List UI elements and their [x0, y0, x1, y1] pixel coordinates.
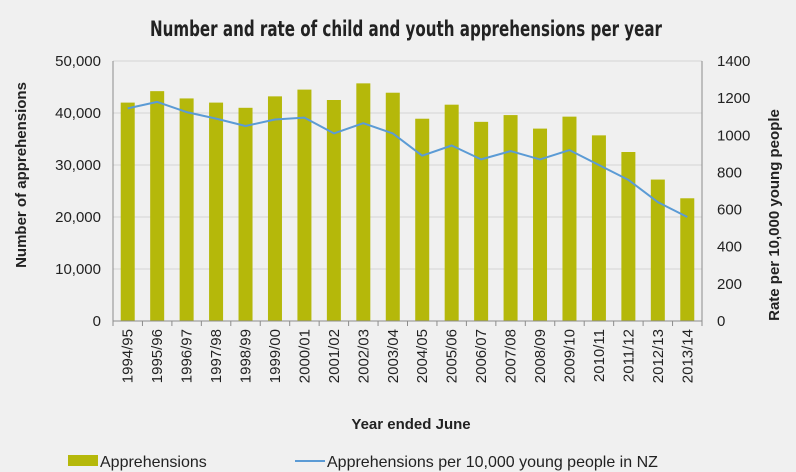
y2-tick-label: 400	[717, 239, 742, 256]
x-tick-label: 2001/02	[326, 329, 343, 383]
y-tick-label: 30,000	[55, 157, 101, 174]
legend-swatch-apprehensions	[68, 455, 98, 466]
y-tick-label: 20,000	[55, 209, 101, 226]
x-tick-label: 1999/00	[267, 329, 284, 383]
legend-label-rate: Apprehensions per 10,000 young people in…	[327, 454, 658, 471]
x-tick-label: 2013/14	[679, 329, 696, 383]
x-tick-label: 2006/07	[473, 329, 490, 383]
x-tick-label: 1997/98	[208, 329, 225, 383]
x-axis-ticks: 1994/95 1995/96 1996/97 1997/98 1998/99 1999/…	[120, 329, 697, 383]
bar	[297, 90, 311, 321]
y2-tick-label: 600	[717, 202, 742, 219]
x-tick-label: 2012/13	[650, 329, 667, 383]
x-tick-label: 1995/96	[149, 329, 166, 383]
bar	[504, 115, 518, 321]
y-axis-ticks: 0 10,000 20,000 30,000 40,000 50,000	[55, 53, 101, 330]
x-axis-label: Year ended June	[351, 416, 470, 433]
y-axis-label: Number of apprehensions	[13, 82, 30, 268]
x-tick-label: 2002/03	[355, 329, 372, 383]
legend: Apprehensions Apprehensions per 10,000 y…	[68, 454, 658, 471]
bar	[386, 93, 400, 321]
bar	[121, 103, 135, 321]
x-tick-label: 1996/97	[179, 329, 196, 383]
bar	[209, 103, 223, 321]
bar	[150, 91, 164, 321]
bar	[268, 96, 282, 321]
y2-tick-label: 200	[717, 276, 742, 293]
x-tick-label: 2004/05	[414, 329, 431, 383]
x-tick-label: 2007/08	[503, 329, 520, 383]
axes	[113, 61, 702, 326]
y-tick-label: 40,000	[55, 105, 101, 122]
x-tick-label: 2000/01	[296, 329, 313, 383]
bar	[356, 83, 370, 321]
legend-label-apprehensions: Apprehensions	[100, 454, 207, 471]
y2-tick-label: 1200	[717, 90, 750, 107]
y-tick-label: 50,000	[55, 53, 101, 70]
y2-axis-ticks: 0 200 400 600 800 1000 1200 1400	[717, 53, 750, 330]
x-tick-label: 1994/95	[120, 329, 137, 383]
y2-tick-label: 1000	[717, 127, 750, 144]
chart-title: Number and rate of child and youth appre…	[150, 17, 662, 41]
gridlines	[113, 61, 702, 269]
x-tick-label: 2005/06	[444, 329, 461, 383]
bar	[415, 119, 429, 321]
bar	[651, 180, 665, 321]
bar	[445, 105, 459, 321]
x-tick-label: 2008/09	[532, 329, 549, 383]
x-tick-label: 2003/04	[385, 329, 402, 383]
y-tick-label: 0	[93, 313, 101, 330]
x-tick-label: 1998/99	[238, 329, 255, 383]
y2-tick-label: 800	[717, 164, 742, 181]
y2-tick-label: 1400	[717, 53, 750, 70]
y2-tick-label: 0	[717, 313, 725, 330]
bar	[239, 108, 253, 321]
bar	[180, 98, 194, 321]
y2-axis-label: Rate per 10,000 young people	[766, 109, 783, 321]
x-tick-label: 2011/12	[620, 329, 637, 382]
bar	[474, 122, 488, 321]
bar	[562, 117, 576, 321]
bar-series	[121, 83, 695, 321]
x-tick-label: 2010/11	[591, 329, 608, 382]
x-tick-label: 2009/10	[562, 329, 579, 383]
y-tick-label: 10,000	[55, 261, 101, 278]
